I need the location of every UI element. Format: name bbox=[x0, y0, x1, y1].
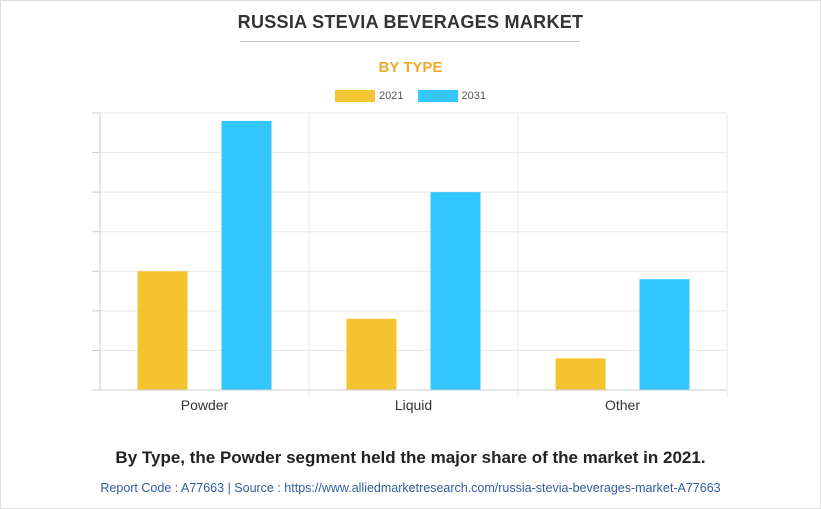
legend-swatch-2031 bbox=[417, 90, 458, 102]
chart-subtitle: BY TYPE bbox=[378, 59, 443, 76]
bar-2021-powder bbox=[137, 271, 188, 390]
source-line[interactable]: Report Code : A77663 | Source : https://… bbox=[100, 481, 721, 495]
chart-caption: By Type, the Powder segment held the maj… bbox=[115, 448, 706, 467]
bar-2031-liquid bbox=[430, 192, 481, 390]
legend-item-2031[interactable]: 2031 bbox=[417, 90, 486, 102]
chart-title: RUSSIA STEVIA BEVERAGES MARKET bbox=[237, 12, 584, 32]
bar-2031-other bbox=[639, 279, 690, 390]
legend-label-2031: 2031 bbox=[461, 90, 486, 102]
x-tick-label-other: Other bbox=[605, 397, 640, 413]
legend-label-2021: 2021 bbox=[379, 90, 404, 102]
x-tick-label-liquid: Liquid bbox=[395, 397, 432, 413]
x-tick-label-powder: Powder bbox=[181, 397, 229, 413]
title-divider bbox=[240, 41, 580, 42]
legend-swatch-2021 bbox=[335, 90, 376, 102]
bar-2021-liquid bbox=[346, 318, 397, 390]
bar-2021-other bbox=[555, 358, 606, 390]
bar-chart: Powder Liquid Other bbox=[92, 112, 728, 413]
legend-item-2021[interactable]: 2021 bbox=[335, 90, 404, 102]
chart-legend: 2021 2031 bbox=[0, 90, 821, 102]
bar-2031-powder bbox=[221, 120, 272, 391]
